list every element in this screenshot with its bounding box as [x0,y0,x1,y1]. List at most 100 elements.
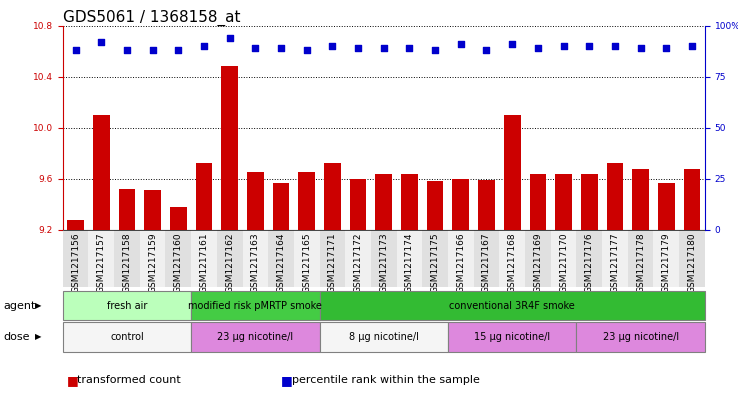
Text: ■: ■ [66,374,78,387]
Bar [217,230,243,287]
Bar [628,230,653,287]
Point [121,47,133,53]
Bar [345,230,371,287]
Text: GSM1217174: GSM1217174 [405,233,414,293]
Text: GSM1217158: GSM1217158 [123,233,131,294]
Text: GSM1217177: GSM1217177 [610,233,619,294]
Text: GSM1217157: GSM1217157 [97,233,106,294]
Bar [268,230,294,287]
Point [147,47,159,53]
Bar [93,115,110,230]
Text: GSM1217173: GSM1217173 [379,233,388,294]
Bar [448,322,576,352]
Bar [396,230,422,287]
Text: agent: agent [4,301,36,310]
Text: GSM1217168: GSM1217168 [508,233,517,294]
Text: fresh air: fresh air [107,301,147,310]
Text: GSM1217162: GSM1217162 [225,233,234,293]
Text: GSM1217164: GSM1217164 [277,233,286,293]
Point [506,41,518,47]
Text: GSM1217161: GSM1217161 [199,233,208,294]
Bar [320,230,345,287]
Text: conventional 3R4F smoke: conventional 3R4F smoke [449,301,575,310]
Text: GSM1217170: GSM1217170 [559,233,568,294]
Text: GDS5061 / 1368158_at: GDS5061 / 1368158_at [63,9,241,26]
Bar [243,230,268,287]
Bar [191,230,217,287]
Point [352,45,364,51]
Point [583,43,595,49]
Text: ▶: ▶ [35,301,42,310]
Text: 15 μg nicotine/l: 15 μg nicotine/l [474,332,551,342]
Bar [221,66,238,230]
Bar [144,190,161,230]
Text: GSM1217163: GSM1217163 [251,233,260,294]
Text: 8 μg nicotine/l: 8 μg nicotine/l [349,332,418,342]
Bar [196,163,213,230]
Point [532,45,544,51]
Bar [581,174,598,230]
Bar [679,230,705,287]
Bar [371,230,396,287]
Bar [191,322,320,352]
Bar [632,169,649,230]
Bar [114,230,139,287]
Text: ▶: ▶ [35,332,42,342]
Bar [422,230,448,287]
Bar [63,291,191,320]
Point [69,47,81,53]
Text: GSM1217176: GSM1217176 [584,233,593,294]
Bar [448,230,474,287]
Point [224,35,235,41]
Bar [63,230,89,287]
Bar [500,230,525,287]
Bar [63,322,191,352]
Point [558,43,570,49]
Point [404,45,415,51]
Text: percentile rank within the sample: percentile rank within the sample [292,375,480,386]
Point [635,45,646,51]
Bar [576,230,602,287]
Bar [294,230,320,287]
Text: GSM1217178: GSM1217178 [636,233,645,294]
Bar [607,163,624,230]
Bar [247,173,263,230]
Text: GSM1217172: GSM1217172 [354,233,362,293]
Bar [119,189,135,230]
Bar [191,291,320,320]
Bar [89,230,114,287]
Point [378,45,390,51]
Bar [350,179,367,230]
Bar [529,174,546,230]
Bar [170,207,187,230]
Text: modified risk pMRTP smoke: modified risk pMRTP smoke [188,301,323,310]
Bar [658,183,675,230]
Bar [320,291,705,320]
Text: control: control [110,332,144,342]
Text: transformed count: transformed count [77,375,182,386]
Bar [139,230,165,287]
Bar [602,230,628,287]
Bar [272,183,289,230]
Bar [320,322,448,352]
Bar [401,174,418,230]
Text: GSM1217160: GSM1217160 [174,233,183,294]
Bar [683,169,700,230]
Point [301,47,313,53]
Point [249,45,261,51]
Bar [376,174,392,230]
Text: GSM1217180: GSM1217180 [688,233,697,294]
Point [326,43,338,49]
Point [275,45,287,51]
Point [430,47,441,53]
Text: ■: ■ [280,374,292,387]
Bar [576,322,705,352]
Text: GSM1217156: GSM1217156 [71,233,80,294]
Bar [474,230,500,287]
Bar [551,230,576,287]
Text: dose: dose [4,332,30,342]
Text: GSM1217166: GSM1217166 [456,233,465,294]
Point [173,47,184,53]
Text: GSM1217171: GSM1217171 [328,233,337,294]
Point [455,41,466,47]
